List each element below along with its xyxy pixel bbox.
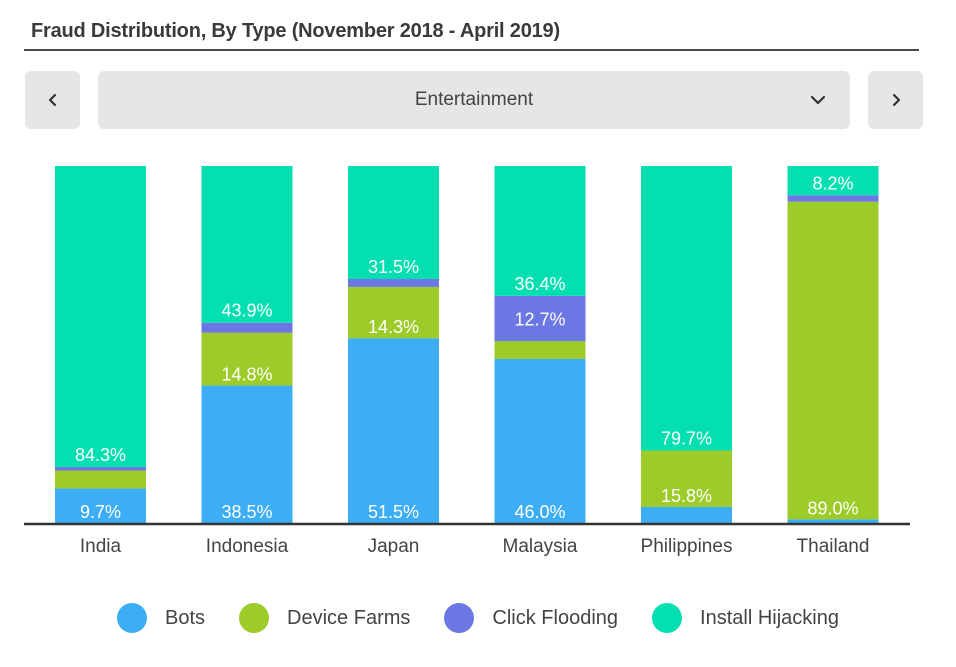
data-label: 51.5% (368, 502, 419, 522)
legend-swatch (652, 603, 683, 633)
data-label: 36.4% (514, 274, 565, 294)
bar-segment (55, 166, 146, 467)
chevron-left-icon (48, 93, 56, 107)
data-label: 15.8% (661, 486, 712, 506)
bar-segment (348, 286, 439, 339)
bar-segment (201, 166, 293, 323)
legend-item: Click Flooding (444, 603, 618, 633)
category-select-value: Entertainment (414, 89, 534, 110)
x-tick-label: Indonesia (206, 536, 289, 557)
chevron-down-icon (810, 95, 826, 105)
bar-segment (494, 295, 586, 342)
bar-segment (787, 166, 879, 196)
category-select[interactable]: Entertainment (98, 71, 850, 129)
data-label: 14.3% (368, 317, 419, 337)
bar-segment (494, 341, 586, 359)
next-category-button[interactable] (868, 71, 923, 129)
legend-item: Install Hijacking (652, 603, 839, 633)
bar-segment (641, 506, 732, 523)
bar-segment (787, 201, 879, 520)
data-label: 12.7% (514, 309, 565, 329)
title-divider (24, 49, 919, 51)
data-label: 43.9% (221, 301, 272, 321)
x-tick-label: Philippines (641, 536, 733, 557)
bar-segment (201, 322, 293, 333)
bar-segment (641, 166, 732, 451)
data-label: 84.3% (75, 445, 126, 465)
x-tick-label: Malaysia (503, 536, 578, 557)
stacked-bar-chart: 9.7% 84.3% India 38.5% 14.8% 43.9% Indonesia 51… (24, 166, 910, 557)
legend-item: Bots (117, 603, 205, 633)
chart-legend: Bots Device Farms Click Flooding Install Hi… (0, 600, 956, 636)
chart-title: Fraud Distribution, By Type (November 20… (31, 20, 560, 42)
legend-label: Device Farms (287, 606, 411, 629)
data-label: 46.0% (514, 502, 565, 522)
data-label: 14.8% (221, 365, 272, 385)
bar-segment (348, 166, 439, 280)
x-tick-label: Thailand (797, 536, 870, 557)
bar-segment (55, 470, 146, 489)
bar-segment (494, 358, 586, 523)
bar-segment (201, 385, 293, 523)
x-tick-label: India (80, 536, 122, 557)
bar-segment (201, 332, 293, 386)
data-label: 38.5% (221, 502, 272, 522)
data-label: 8.2% (812, 173, 853, 193)
bar-segment (348, 338, 439, 523)
legend-label: Install Hijacking (700, 606, 839, 629)
legend-swatch (239, 603, 270, 633)
bar-segment (641, 450, 732, 507)
bar-segment (55, 466, 146, 471)
data-label: 89.0% (807, 498, 858, 518)
bar-segment (348, 279, 439, 287)
bar-segment (494, 166, 586, 296)
legend-swatch (444, 603, 475, 633)
chevron-right-icon (892, 93, 900, 107)
data-label: 31.5% (368, 257, 419, 277)
data-label: 9.7% (80, 502, 121, 522)
x-tick-label: Japan (368, 536, 420, 557)
legend-label: Bots (165, 606, 206, 629)
bar-segment (787, 195, 879, 202)
data-label: 79.7% (661, 429, 712, 449)
legend-swatch (117, 603, 148, 633)
bar-segment (787, 519, 879, 523)
legend-label: Click Flooding (492, 606, 619, 629)
legend-item: Device Farms (239, 603, 410, 633)
bar-segment (55, 488, 146, 523)
previous-category-button[interactable] (25, 71, 80, 129)
